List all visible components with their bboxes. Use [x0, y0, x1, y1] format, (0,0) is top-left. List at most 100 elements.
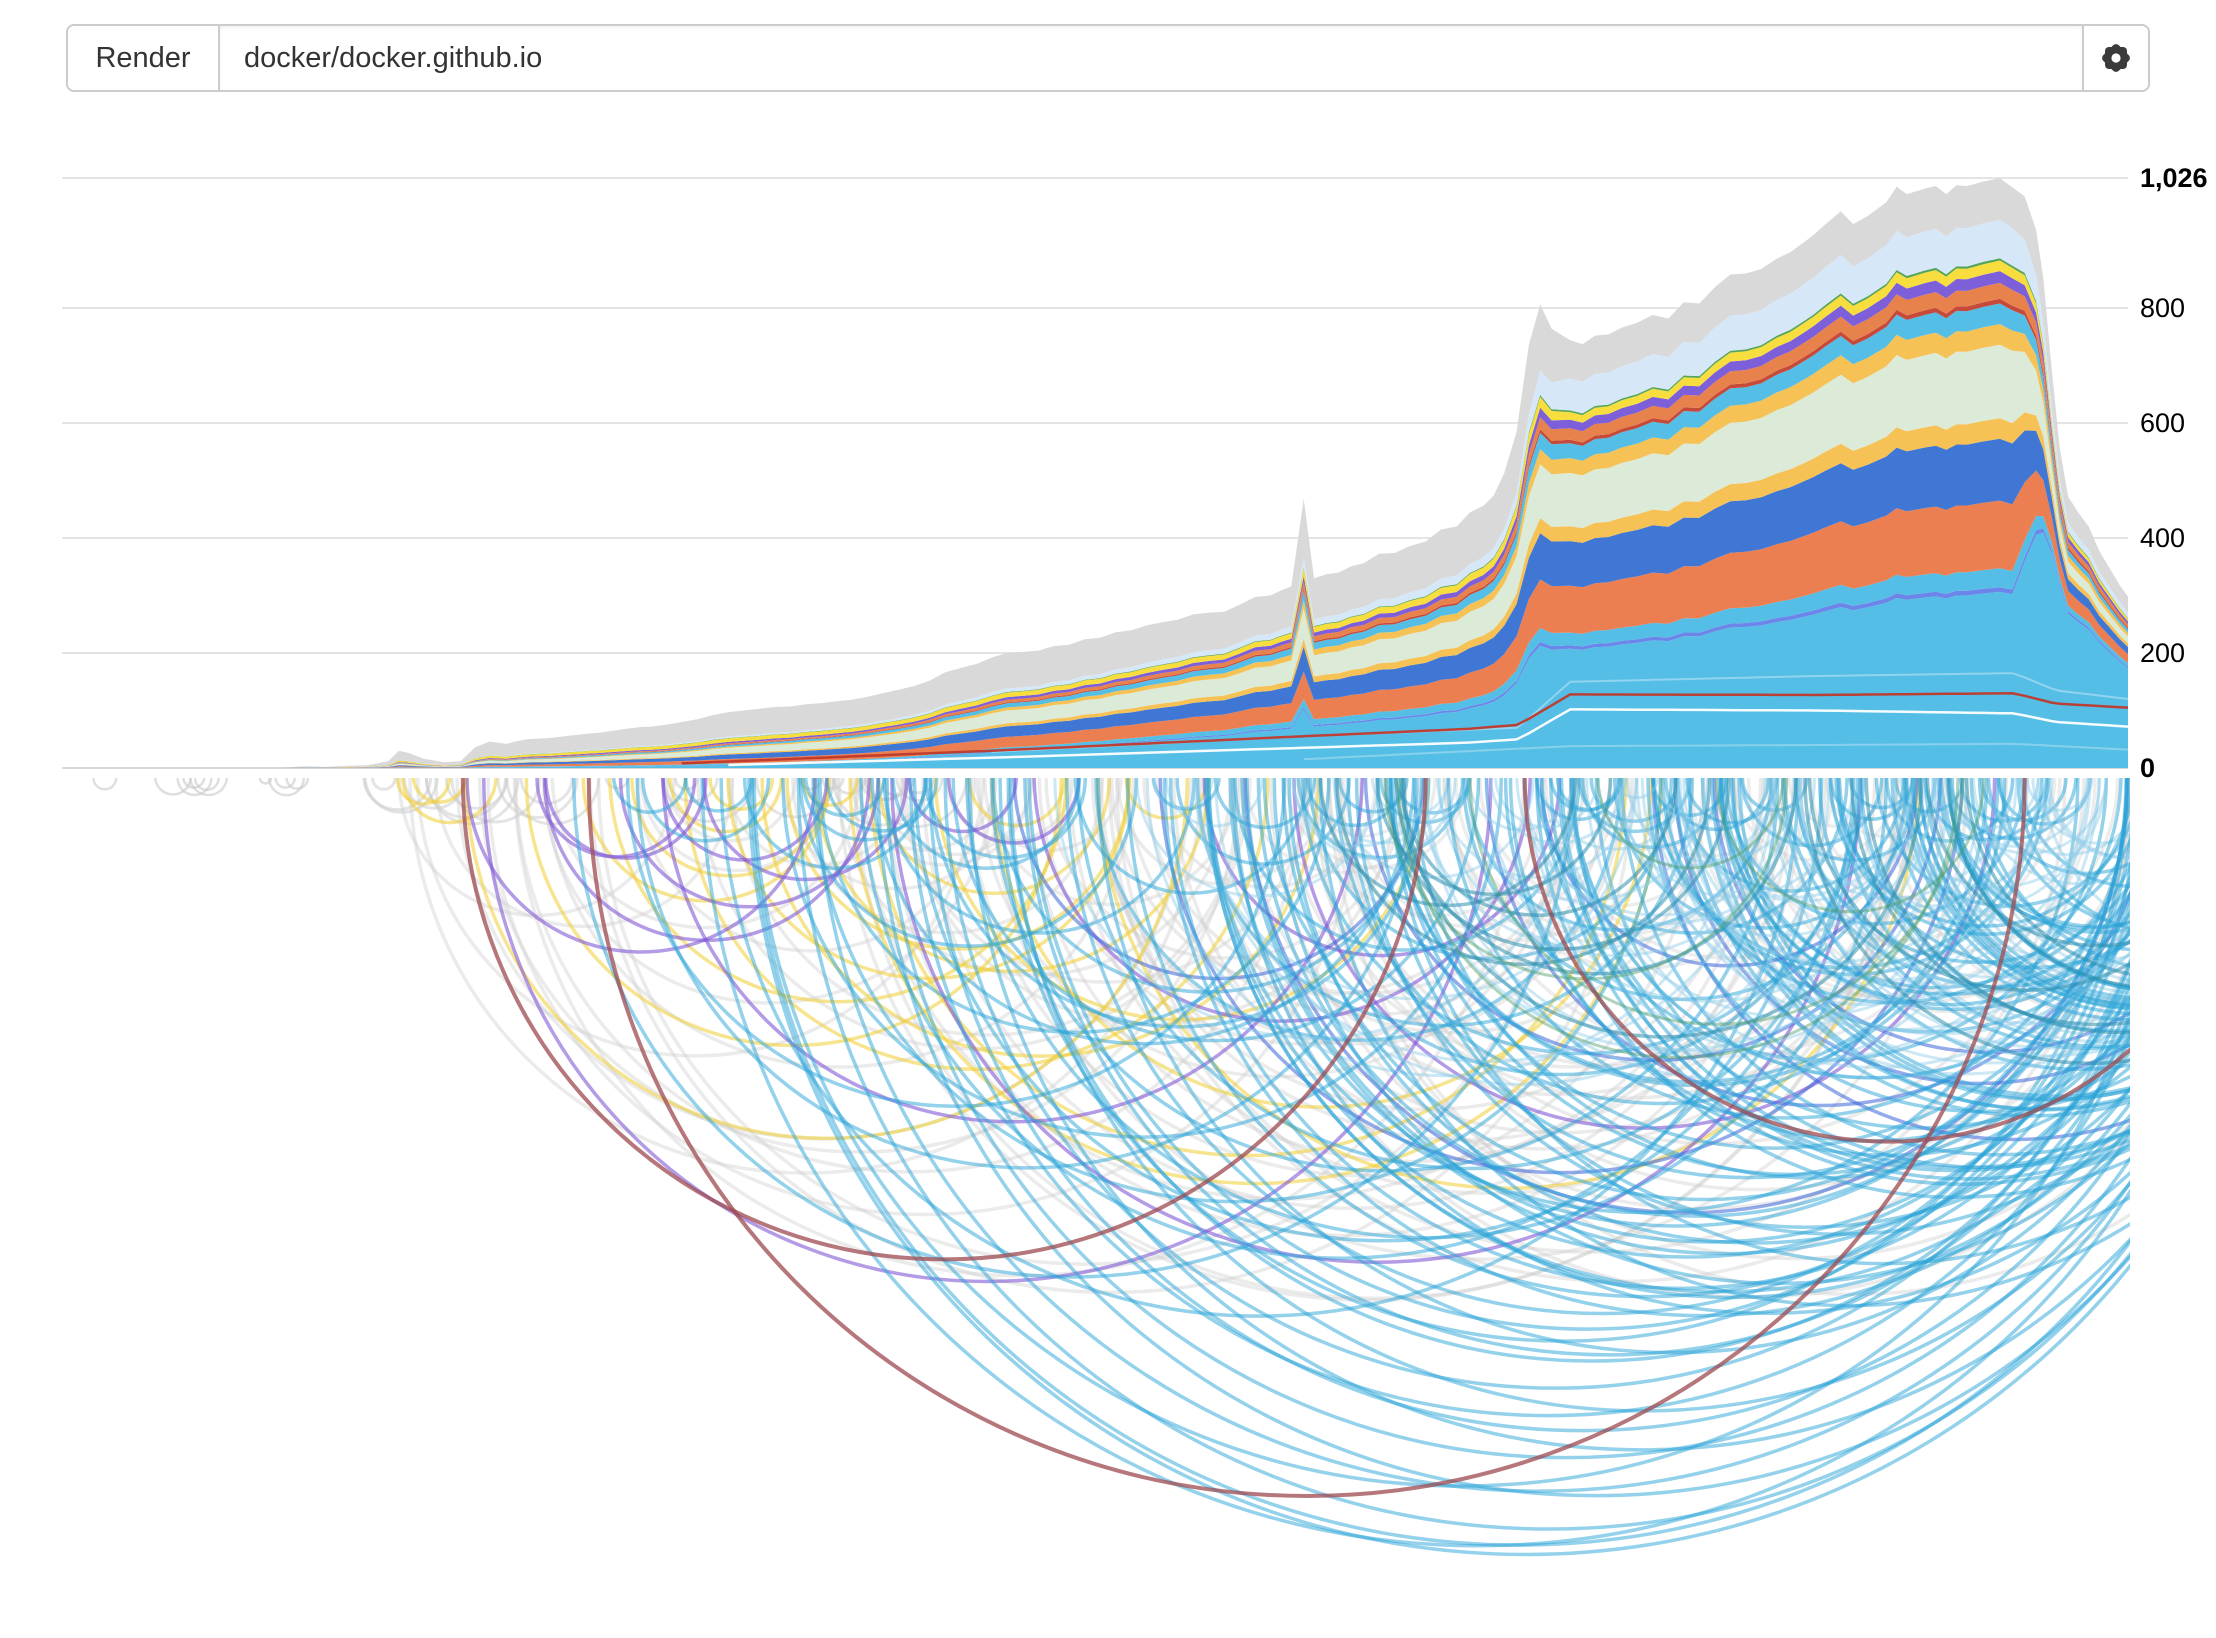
arc-tiny-left-loops	[258, 777, 273, 785]
arc-tiny-left-loops	[181, 777, 206, 789]
arc-sky-light	[1985, 777, 2130, 856]
arc-sky-concentric	[1834, 777, 2130, 928]
dependency-arc-diagram	[92, 777, 2130, 1557]
arc-green	[1397, 777, 1960, 1060]
arc-sky-light	[1522, 777, 1816, 925]
overlay-white-line	[728, 708, 2129, 767]
arc-sky-light	[1413, 777, 1767, 951]
arc-sky-concentric	[943, 777, 2130, 1391]
arc-sky-concentric	[876, 777, 2130, 1498]
arc-maroon-arc-2	[586, 777, 2027, 1498]
arc-sky-main	[1256, 777, 2130, 1218]
arc-sky-light	[1614, 777, 1660, 800]
arc-sky-main	[2016, 777, 2130, 931]
arc-purple	[1202, 777, 1562, 958]
arc-maroon-arc-1	[460, 777, 1428, 1262]
arc-yellow	[395, 777, 451, 806]
y-axis-tick-label: 1,026	[2140, 163, 2208, 193]
arc-tiny-left-loops	[188, 777, 229, 797]
arc-sky-light	[1944, 777, 2090, 848]
arc-sky-main	[1893, 777, 1965, 814]
repo-input[interactable]	[218, 24, 2084, 92]
arc-sky-main	[1673, 777, 2130, 1034]
area-layer-gray-cap	[62, 178, 2128, 769]
arc-sky-main	[965, 777, 1889, 1240]
arc-gray-large	[635, 777, 985, 953]
arc-yellow	[683, 777, 1270, 1071]
area-overlay-lines	[681, 672, 2129, 767]
arc-yellow	[708, 777, 775, 811]
y-axis-tick-label: 400	[2140, 523, 2185, 553]
arc-sky-light	[1676, 777, 1926, 903]
arc-yellow	[400, 777, 498, 825]
arc-purple	[535, 777, 697, 859]
arc-gray-large	[416, 777, 976, 1058]
arc-sky-concentric	[1205, 777, 2130, 1294]
arc-sky-light	[1618, 777, 1937, 938]
arc-sky-light	[1484, 777, 1935, 1003]
arc-sky-concentric	[747, 777, 2130, 1557]
arc-green	[1715, 777, 1986, 914]
arc-sky-main	[719, 777, 1800, 1319]
arc-sky-light	[1164, 777, 1264, 828]
arc-sky-concentric	[967, 777, 2130, 1452]
arc-sky-main	[859, 777, 1824, 1260]
arc-teal	[1384, 777, 1731, 952]
arc-teal	[1318, 777, 1578, 908]
arc-sky-main	[635, 777, 1419, 1170]
arc-sky-main	[1076, 777, 1862, 1171]
arc-sky-main	[1977, 777, 2130, 968]
settings-button[interactable]	[2082, 24, 2150, 92]
arc-sky-concentric	[1390, 777, 2130, 1177]
arc-sky-main	[811, 777, 1663, 1204]
gear-icon	[2102, 44, 2130, 72]
arc-gray-large	[849, 777, 998, 852]
render-button[interactable]: Render	[66, 24, 220, 92]
y-axis-labels: 1,026 800 600 400 200 0	[2140, 163, 2208, 783]
arc-sky-main	[611, 777, 688, 814]
arc-sky-concentric	[1096, 777, 2130, 1355]
arc-gray-large	[433, 777, 735, 929]
arc-teal	[1399, 777, 1678, 918]
arc-sky-concentric	[1828, 777, 2130, 937]
arc-sky-light	[1292, 777, 1457, 861]
arc-sky-main	[1465, 777, 1774, 932]
arc-yellow	[933, 777, 1431, 1022]
arc-small-gray-loops	[895, 777, 944, 803]
arc-sky-light	[1467, 777, 1575, 832]
arc-green	[1596, 777, 1785, 870]
arc-sky-light	[1673, 777, 1915, 899]
arc-maroon-arc-3	[1522, 777, 2130, 1144]
arc-sky-concentric	[1729, 777, 2130, 996]
arc-sky-light	[1972, 777, 2130, 886]
arc-sky-main	[1986, 777, 2130, 876]
arc-sky-main	[572, 777, 1574, 1279]
arc-sky-light	[1768, 777, 2130, 1058]
arc-sky-light	[2047, 777, 2130, 860]
y-axis-tick-label: 200	[2140, 638, 2185, 668]
arc-sky-concentric	[1837, 777, 2130, 970]
y-axis-tick-label: 0	[2140, 753, 2155, 783]
arc-sky-concentric	[796, 777, 2130, 1531]
arc-sky-light	[1899, 777, 2130, 934]
arc-sky-main	[1918, 777, 2130, 1007]
y-axis-tick-label: 800	[2140, 293, 2185, 323]
arc-sky-concentric	[1354, 777, 2130, 1229]
arc-gray-large	[543, 777, 1136, 1069]
arc-tiny-left-loops	[153, 777, 192, 796]
arc-yellow	[607, 777, 1069, 1004]
arc-tiny-left-loops	[92, 777, 118, 791]
arc-gray-large	[1327, 777, 1908, 1068]
arc-sky-light	[1494, 777, 1600, 829]
arc-sky-light	[1460, 777, 1710, 903]
arc-teal	[1335, 777, 1712, 967]
arc-sky-main	[1923, 777, 2130, 1000]
arc-gray-large	[587, 777, 1635, 1295]
stacked-area-layers	[62, 178, 2128, 769]
arc-teal	[1402, 777, 1924, 1039]
arc-sky-light	[1932, 777, 2130, 995]
arc-sky-concentric	[1508, 777, 2130, 1157]
area-layer-amber-lower	[62, 412, 2128, 768]
arc-sky-concentric	[1006, 777, 2130, 1364]
